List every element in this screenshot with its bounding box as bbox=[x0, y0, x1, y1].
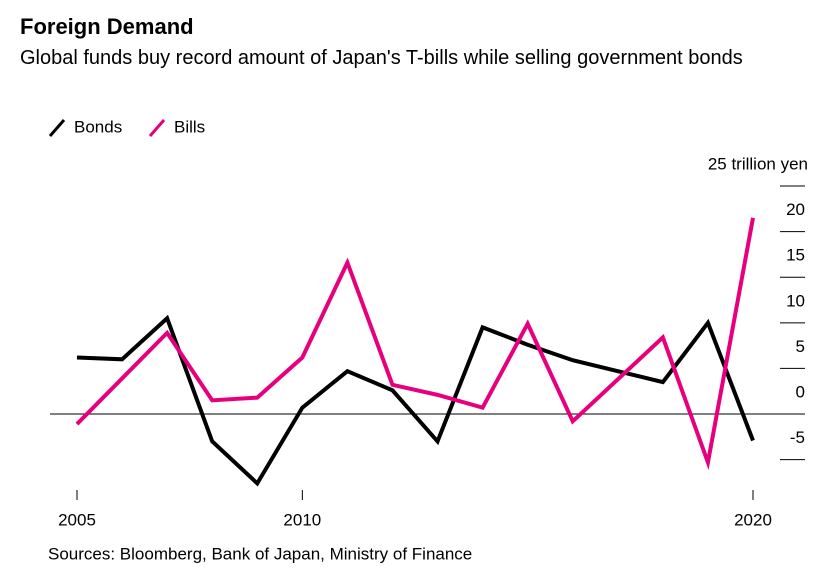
subtitle-box: Global funds buy record amount of Japan'… bbox=[20, 47, 743, 69]
y-tick-label: 20 bbox=[786, 200, 805, 219]
y-tick-label: 10 bbox=[786, 291, 805, 310]
source: Sources: Bloomberg, Bank of Japan, Minis… bbox=[48, 544, 472, 563]
series-line bbox=[75, 217, 755, 471]
y-tick-label: 5 bbox=[796, 337, 805, 356]
legend-swatch bbox=[148, 119, 166, 137]
chart-title: Foreign Demand bbox=[20, 14, 194, 39]
legend-label: Bonds bbox=[74, 117, 122, 136]
y-tick-label: -5 bbox=[790, 428, 805, 447]
legend-swatch bbox=[48, 119, 66, 137]
y-tick-label: 15 bbox=[786, 246, 805, 265]
x-tick-label: 2010 bbox=[283, 510, 321, 529]
chart-subtitle: Global funds buy record amount of Japan'… bbox=[20, 47, 743, 69]
x-tick-label: 2020 bbox=[734, 510, 772, 529]
y-tick-label: 0 bbox=[796, 383, 805, 402]
x-tick-label: 2005 bbox=[58, 510, 96, 529]
y-tick-label: 25 trillion yen bbox=[708, 154, 808, 173]
series-line bbox=[76, 314, 755, 487]
legend-label: Bills bbox=[174, 117, 205, 136]
